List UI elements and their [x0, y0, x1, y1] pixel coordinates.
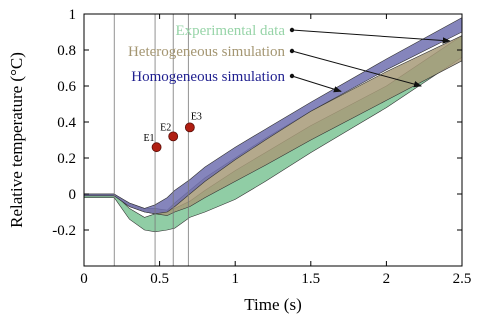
y-tick-label: 1: [69, 7, 77, 23]
y-axis-ticks: -0.2 0 0.2 0.4 0.6 0.8 1: [52, 7, 462, 239]
event-markers: E1 E2 E3: [143, 111, 202, 153]
x-tick-label: 1.5: [301, 271, 320, 287]
plot-frame: [83, 13, 463, 267]
x-axis-ticks: 0 0.5 1 1.5 2 2.5: [80, 14, 471, 287]
event-marker-e3: [184, 122, 195, 133]
x-tick-label: 0: [80, 271, 88, 287]
x-tick-label: 0.5: [150, 271, 169, 287]
event-marker-e2: [168, 131, 179, 142]
y-axis-label: Relative temperature (°C): [7, 52, 26, 228]
legend-pointer-arrow: [291, 75, 342, 93]
legend-label-0: Experimental data: [175, 23, 285, 39]
x-tick-label: 2: [383, 271, 391, 287]
event-marker-e1: [151, 142, 162, 153]
event-marker-label: E3: [191, 111, 202, 122]
y-tick-label: 0.2: [57, 151, 76, 167]
x-tick-label: 1: [231, 271, 239, 287]
x-axis-label: Time (s): [244, 295, 301, 314]
x-tick-label: 2.5: [453, 271, 472, 287]
y-tick-label: 0.4: [57, 115, 76, 131]
y-tick-label: 0: [69, 187, 77, 203]
y-tick-label: -0.2: [52, 223, 76, 239]
legend-label-1: Heterogeneous simulation: [128, 44, 286, 60]
plot-border: [83, 13, 463, 267]
event-marker-label: E1: [143, 133, 154, 144]
legend: Experimental data Heterogeneous simulatio…: [128, 23, 451, 93]
y-tick-label: 0.6: [57, 79, 76, 95]
y-tick-label: 0.8: [57, 43, 76, 59]
legend-pointer-arrow: [291, 29, 451, 44]
legend-pointer-arrow: [291, 50, 422, 88]
legend-label-2: Homogeneous simulation: [131, 69, 285, 85]
event-marker-label: E2: [160, 122, 171, 133]
